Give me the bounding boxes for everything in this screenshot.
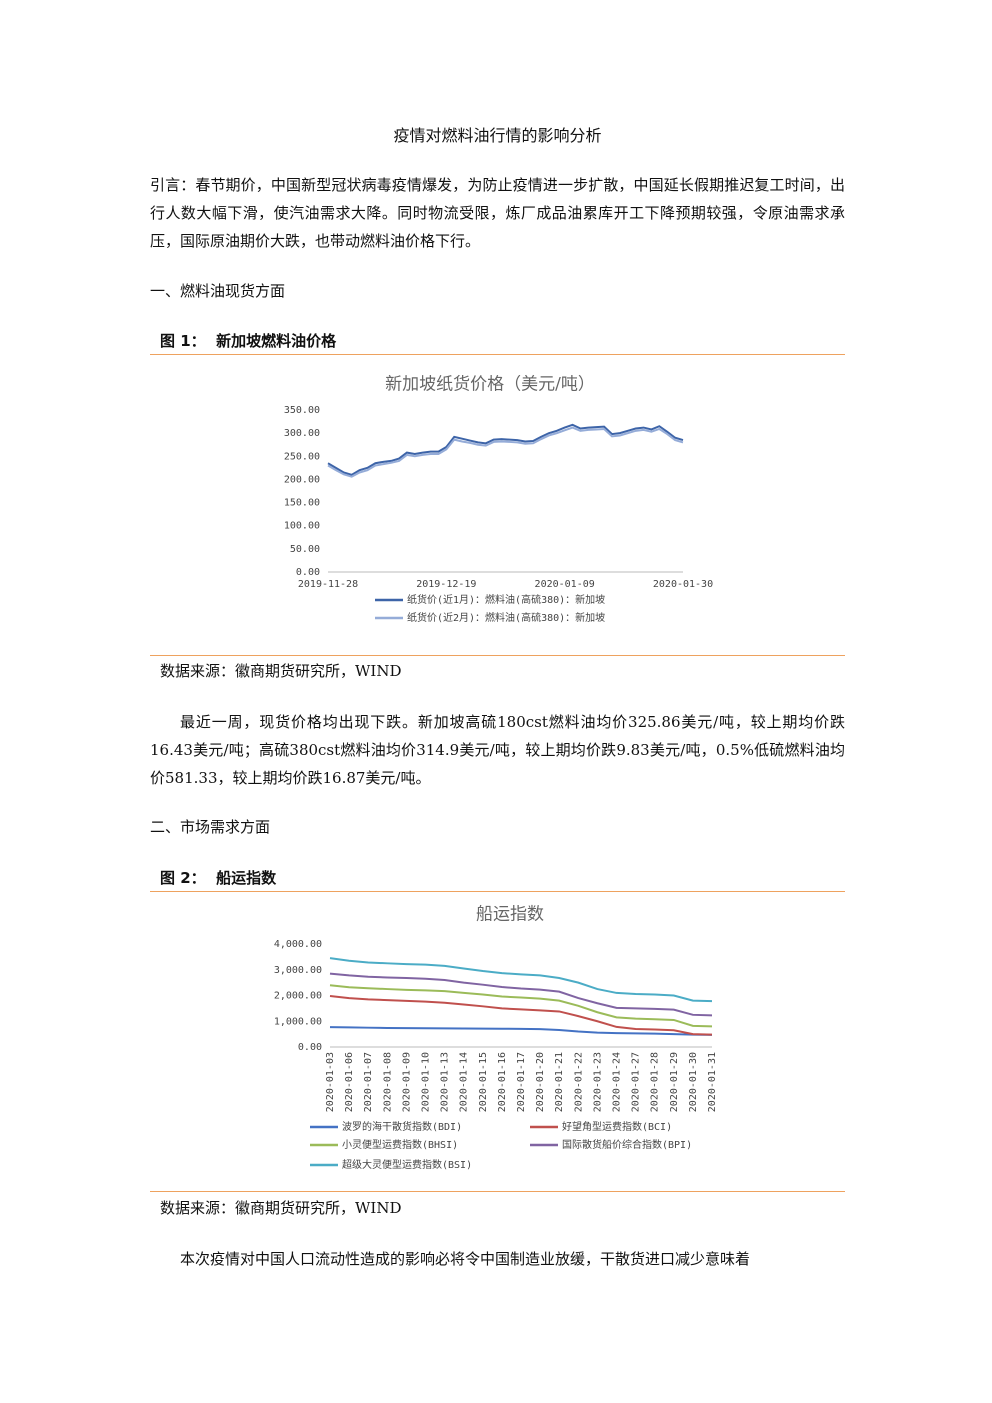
x-tick-label: 2020-01-22	[573, 1052, 584, 1112]
y-tick-label: 300.00	[284, 428, 320, 439]
y-tick-label: 1,000.00	[274, 1016, 322, 1027]
y-tick-label: 150.00	[284, 498, 320, 509]
x-tick-label: 2020-01-23	[592, 1052, 603, 1112]
x-tick-label: 2020-01-30	[653, 579, 713, 590]
y-tick-label: 3,000.00	[274, 965, 322, 976]
y-tick-label: 350.00	[284, 405, 320, 416]
x-tick-label: 2020-01-24	[612, 1052, 623, 1112]
legend-label: 好望角型运费指数(BCI)	[562, 1120, 672, 1133]
doc-title: 疫情对燃料油行情的影响分析	[393, 126, 602, 145]
x-tick-label: 2020-01-27	[631, 1052, 642, 1112]
figure-title: 新加坡燃料油价格	[216, 332, 337, 350]
series-line	[329, 957, 713, 1003]
chart-title: 船运指数	[476, 905, 544, 925]
figure-caption: 图 2： 船运指数	[150, 867, 845, 888]
rule	[150, 891, 845, 892]
source: 数据来源：徽商期货研究所，WIND	[160, 1199, 402, 1217]
x-tick-label: 2020-01-17	[516, 1052, 527, 1112]
x-tick-label: 2020-01-10	[421, 1052, 432, 1112]
x-tick-label: 2020-01-28	[650, 1052, 661, 1112]
rule	[150, 655, 845, 656]
x-tick-label: 2019-11-28	[298, 579, 358, 590]
section-heading: 一、燃料油现货方面	[150, 282, 286, 300]
legend-label: 国际散货船价综合指数(BPI)	[562, 1138, 692, 1151]
chart: 船运指数 0.00 1,000.00 2,000.00 3,000.00 4,000.00…	[274, 905, 718, 1172]
x-tick-label: 2020-01-29	[669, 1052, 680, 1112]
x-tick-label: 2020-01-31	[707, 1052, 718, 1112]
y-tick-label: 100.00	[284, 521, 320, 532]
x-tick-label: 2020-01-09	[401, 1052, 412, 1112]
x-tick-label: 2020-01-14	[459, 1052, 470, 1112]
rule	[150, 354, 845, 355]
y-tick-label: 250.00	[284, 451, 320, 462]
y-tick-label: 0.00	[296, 567, 320, 578]
figure-label: 图 2：	[160, 869, 206, 887]
legend-label: 纸货价(近1月)：燃料油(高硫380)：新加坡	[407, 593, 605, 606]
y-tick-label: 50.00	[290, 544, 320, 555]
x-tick-label: 2020-01-08	[382, 1052, 393, 1112]
x-tick-label: 2020-01-15	[478, 1052, 489, 1112]
paragraph: 本次疫情对中国人口流动性造成的影响必将令中国制造业放缓，干散货进口减少意味着	[180, 1250, 751, 1268]
x-tick-label: 2020-01-30	[688, 1052, 699, 1112]
x-tick-label: 2020-01-03	[325, 1052, 336, 1112]
series-line	[327, 426, 684, 478]
legend-label: 纸货价(近2月)：燃料油(高硫380)：新加坡	[407, 611, 605, 624]
x-tick-label: 2020-01-13	[440, 1052, 451, 1112]
y-tick-label: 0.00	[298, 1042, 322, 1053]
series-line	[327, 423, 684, 476]
x-tick-label: 2020-01-20	[535, 1052, 546, 1112]
series-line	[329, 1026, 713, 1036]
x-tick-label: 2020-01-21	[554, 1052, 565, 1112]
legend-label: 小灵便型运费指数(BHSI)	[342, 1138, 458, 1151]
intro: 引言：春节期价，中国新型冠状病毒疫情爆发，为防止疫情进一步扩散，中国延长假期推迟…	[150, 176, 845, 250]
series-line	[329, 984, 713, 1028]
paragraph: 最近一周，现货价格均出现下跌。新加坡高硫180cst燃料油均价325.86美元/…	[150, 713, 845, 787]
y-tick-label: 2,000.00	[274, 991, 322, 1002]
y-tick-label: 200.00	[284, 474, 320, 485]
rule	[150, 1191, 845, 1192]
figure-label: 图 1：	[160, 332, 206, 350]
x-tick-label: 2020-01-07	[363, 1052, 374, 1112]
series-line	[329, 995, 713, 1036]
y-tick-label: 4,000.00	[274, 939, 322, 950]
figure-title: 船运指数	[216, 869, 277, 887]
x-tick-label: 2020-01-06	[344, 1052, 355, 1112]
chart-title: 新加坡纸货价格（美元/吨）	[385, 375, 595, 395]
x-tick-label: 2019-12-19	[416, 579, 476, 590]
figure-caption: 图 1： 新加坡燃料油价格	[150, 330, 845, 351]
series-line	[329, 972, 713, 1017]
x-tick-label: 2020-01-16	[497, 1052, 508, 1112]
legend-label: 超级大灵便型运费指数(BSI)	[342, 1158, 472, 1171]
legend-label: 波罗的海干散货指数(BDI)	[342, 1120, 462, 1133]
source: 数据来源：徽商期货研究所，WIND	[160, 662, 402, 680]
x-tick-label: 2020-01-09	[535, 579, 595, 590]
section-heading: 二、市场需求方面	[150, 818, 271, 836]
chart: 新加坡纸货价格（美元/吨） 0.00 50.00 100.00 150.00 200.00…	[284, 375, 713, 625]
